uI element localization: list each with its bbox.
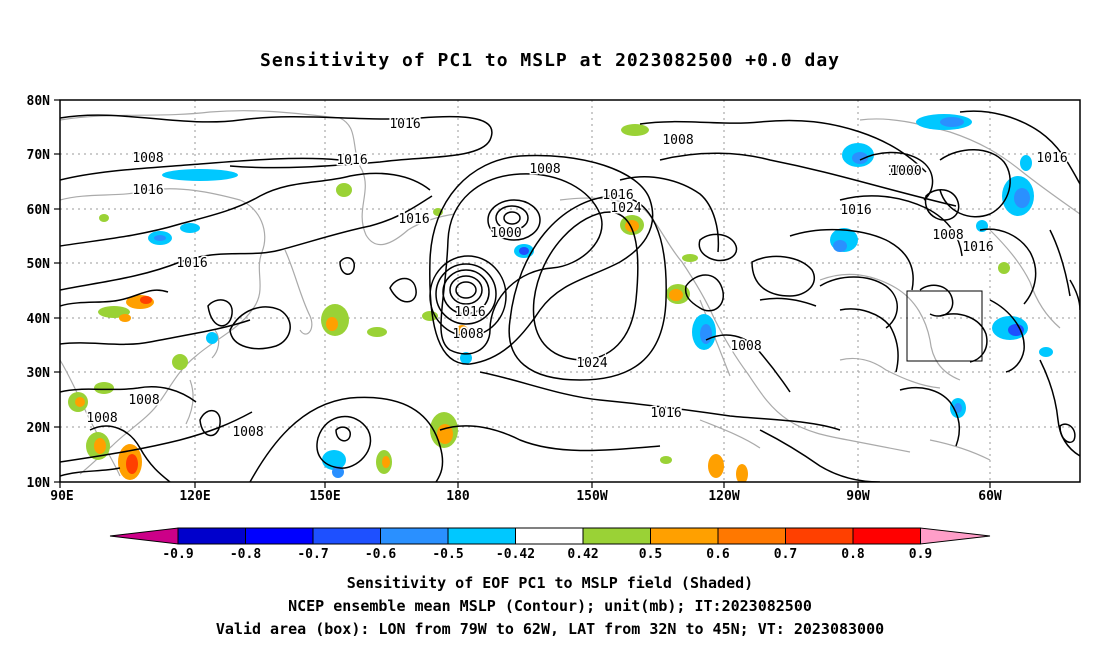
colorbar-segment [312,527,381,545]
lat-label: 80N [27,94,51,109]
plot-frame [59,99,1081,483]
longitude-labels: 90E 120E 150E 180 150W 120W 90W 60W [50,489,1002,504]
contour-label: 1000 [887,164,918,179]
contour-label: 1016 [336,153,367,168]
contour-label: 1008 [132,151,163,166]
lat-label: 70N [27,148,51,163]
colorbar-label: 0.6 [706,547,730,562]
tick-marks [54,99,991,488]
lon-label: 120W [708,489,739,504]
colorbar-segment [380,527,449,545]
lon-label: 90E [50,489,73,504]
lon-label: 150W [576,489,607,504]
colorbar-segment [785,527,854,545]
colorbar-label: -0.5 [432,547,463,562]
lon-label: 120E [179,489,210,504]
coastlines [60,110,1080,477]
contour-labels: 1016100810161016101610161008100010161024… [85,116,1069,442]
contour-label: 1008 [128,393,159,408]
contour-label: 1008 [932,228,963,243]
contour-label: 1016 [602,188,633,203]
caption-line-3: Valid area (box): LON from 79W to 62W, L… [215,620,885,638]
colorbar-arrow-right [920,527,991,545]
contour-label: 1024 [576,356,607,371]
lat-label: 10N [27,476,51,491]
valid-area-box [906,290,983,362]
contour-label: 1024 [610,201,641,216]
colorbar-segment [245,527,314,545]
lat-label: 60N [27,203,51,218]
contour-label: 1016 [132,183,163,198]
lat-label: 50N [27,257,51,272]
contour-label: 1016 [962,240,993,255]
contour-label: 1008 [529,162,560,177]
colorbar-segment [717,527,786,545]
lat-label: 30N [27,366,51,381]
caption-line-2: NCEP ensemble mean MSLP (Contour); unit(… [288,597,812,615]
colorbar-label: -0.7 [297,547,328,562]
lat-label: 40N [27,312,51,327]
contour-label: 1008 [232,425,263,440]
contour-label: 1016 [650,406,681,421]
colorbar-label: -0.8 [230,547,261,562]
lon-label: 60W [978,489,1002,504]
map-title: Sensitivity of PC1 to MSLP at 2023082500… [259,50,840,71]
contour-label: 1000 [490,226,521,241]
lon-label: 150E [309,489,340,504]
contour-label: 1016 [454,305,485,320]
colorbar-label: -0.42 [496,547,535,562]
colorbar-label: 0.8 [841,547,865,562]
colorbar-segment [177,527,246,545]
contour-label: 1016 [1036,151,1067,166]
lon-label: 180 [446,489,470,504]
colorbar-arrow-left [109,527,179,545]
colorbar-label: 0.42 [567,547,598,562]
contour-label: 1016 [389,117,420,132]
contour-label: 1008 [662,133,693,148]
colorbar-labels: -0.9 -0.8 -0.7 -0.6 -0.5 -0.42 0.42 0.5 0.6 0.7 0.… [162,547,932,562]
contour-label: 1016 [398,212,429,227]
colorbar-segment [447,527,516,545]
colorbar-label: 0.5 [639,547,662,562]
lon-label: 90W [846,489,870,504]
contour-label: 1000 [890,164,921,179]
colorbar-label: 0.7 [774,547,797,562]
colorbar-label: -0.9 [162,547,193,562]
contour-label: 1016 [840,203,871,218]
mslp-contours [60,110,1080,482]
colorbar [109,527,991,545]
contour-label: 1008 [730,339,761,354]
contour-label: 1008 [452,327,483,342]
colorbar-segment [852,527,921,545]
latitude-labels: 80N 70N 60N 50N 40N 30N 20N 10N [27,94,51,491]
lat-label: 20N [27,421,51,436]
colorbar-label: 0.9 [909,547,932,562]
colorbar-segment [515,527,584,545]
colorbar-segment [650,527,719,545]
colorbar-label: -0.6 [365,547,396,562]
caption-line-1: Sensitivity of EOF PC1 to MSLP field (Sh… [346,574,754,592]
colorbar-segment [582,527,651,545]
contour-label: 1016 [176,256,207,271]
contour-label: 1008 [86,411,117,426]
